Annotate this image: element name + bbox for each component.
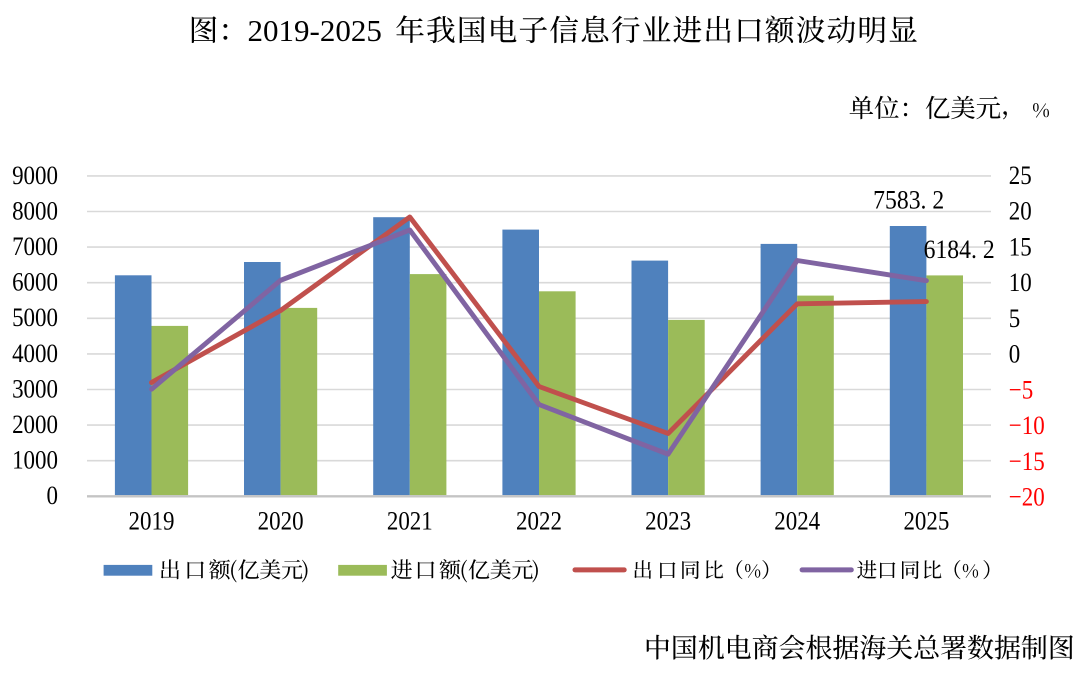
svg-text:4000: 4000 [12,339,58,368]
svg-text:2000: 2000 [12,411,58,440]
svg-text:2025: 2025 [903,507,949,536]
svg-text:1000: 1000 [12,446,58,475]
svg-text:8000: 8000 [12,197,58,226]
svg-text:−10: −10 [1009,412,1045,441]
svg-text:6000: 6000 [12,268,58,297]
svg-text:−15: −15 [1009,447,1045,476]
svg-text:7000: 7000 [12,233,58,262]
svg-text:10: 10 [1009,269,1032,298]
svg-text:25: 25 [1009,161,1032,190]
svg-text:2019-2025: 2019-2025 [248,13,382,48]
svg-text:2023: 2023 [645,507,691,536]
svg-text:9000: 9000 [12,161,58,190]
svg-text:2021: 2021 [387,507,433,536]
svg-text:0: 0 [1009,340,1020,369]
svg-text:20: 20 [1009,197,1032,226]
svg-text:−20: −20 [1009,483,1045,512]
svg-text:2024: 2024 [774,507,820,536]
svg-text:2022: 2022 [516,507,562,536]
svg-text:6184. 2: 6184. 2 [924,236,995,264]
svg-text:2019: 2019 [129,507,175,536]
svg-text:5000: 5000 [12,304,58,333]
svg-text:2020: 2020 [258,507,304,536]
svg-text:5: 5 [1009,304,1020,333]
svg-text:15: 15 [1009,233,1032,262]
svg-text:7583. 2: 7583. 2 [873,187,944,215]
svg-text:3000: 3000 [12,375,58,404]
svg-text:−5: −5 [1009,376,1033,405]
svg-text:0: 0 [47,482,58,511]
